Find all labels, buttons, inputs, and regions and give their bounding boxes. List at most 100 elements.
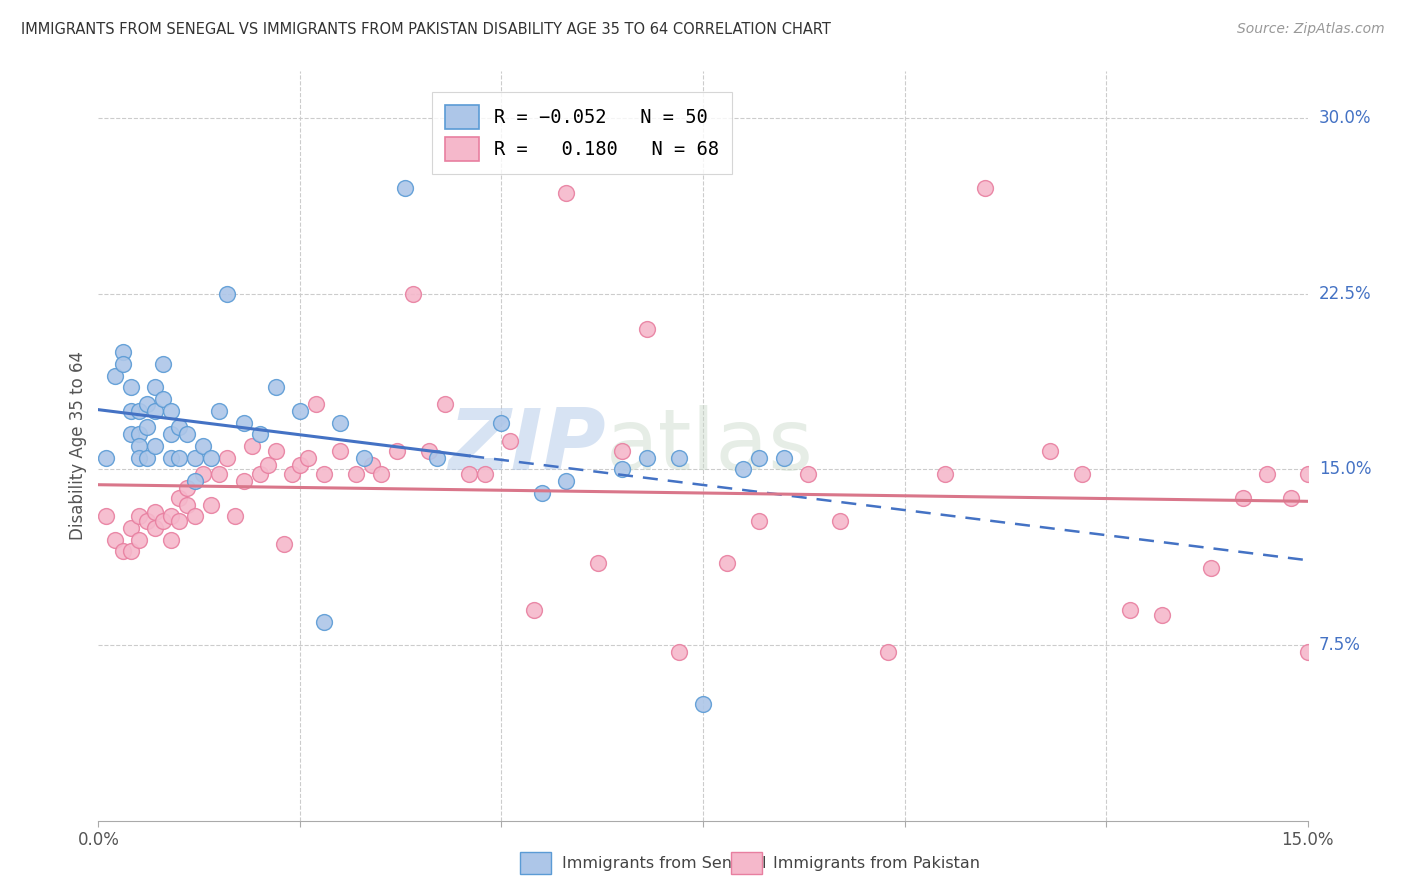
Point xyxy=(143,439,166,453)
Point xyxy=(555,186,578,200)
Point xyxy=(176,498,198,512)
Text: IMMIGRANTS FROM SENEGAL VS IMMIGRANTS FROM PAKISTAN DISABILITY AGE 35 TO 64 CORR: IMMIGRANTS FROM SENEGAL VS IMMIGRANTS FR… xyxy=(21,22,831,37)
Point xyxy=(1039,443,1062,458)
Point xyxy=(264,380,287,394)
Point xyxy=(668,450,690,465)
Point xyxy=(877,645,900,659)
Point xyxy=(96,450,118,465)
Point xyxy=(498,434,520,449)
Point xyxy=(1256,467,1278,482)
Point xyxy=(200,450,222,465)
Point xyxy=(555,474,578,488)
Point xyxy=(1296,467,1319,482)
Point xyxy=(612,462,634,476)
Point xyxy=(314,615,336,629)
Point xyxy=(716,556,738,570)
Point xyxy=(143,404,166,418)
Point xyxy=(353,450,375,465)
Point xyxy=(1281,491,1303,505)
Text: 30.0%: 30.0% xyxy=(1319,109,1371,128)
Point xyxy=(586,556,609,570)
Text: 15.0%: 15.0% xyxy=(1319,460,1371,478)
Point xyxy=(1296,645,1319,659)
Point xyxy=(828,514,851,528)
Text: 22.5%: 22.5% xyxy=(1319,285,1371,302)
Point xyxy=(748,514,770,528)
Point xyxy=(797,467,820,482)
Text: Source: ZipAtlas.com: Source: ZipAtlas.com xyxy=(1237,22,1385,37)
Point xyxy=(748,450,770,465)
Point xyxy=(232,416,254,430)
Point xyxy=(1119,603,1142,617)
Point xyxy=(523,603,546,617)
Point xyxy=(143,380,166,394)
Point xyxy=(143,521,166,535)
Point xyxy=(264,443,287,458)
Point xyxy=(329,443,352,458)
Point xyxy=(474,467,496,482)
Point xyxy=(120,427,142,442)
Point xyxy=(1152,607,1174,622)
Point xyxy=(314,467,336,482)
Point xyxy=(167,450,190,465)
Point xyxy=(120,380,142,394)
Point xyxy=(193,439,215,453)
Point xyxy=(120,521,142,535)
Point xyxy=(370,467,392,482)
Point xyxy=(208,404,231,418)
Legend: R = −0.052   N = 50, R =   0.180   N = 68: R = −0.052 N = 50, R = 0.180 N = 68 xyxy=(432,92,733,174)
Point xyxy=(160,509,183,524)
Y-axis label: Disability Age 35 to 64: Disability Age 35 to 64 xyxy=(69,351,87,541)
Point xyxy=(361,458,384,472)
Point xyxy=(772,450,794,465)
Point xyxy=(288,404,311,418)
Point xyxy=(135,420,157,434)
Point xyxy=(128,439,150,453)
Point xyxy=(111,357,134,371)
Point xyxy=(167,491,190,505)
Point xyxy=(128,427,150,442)
Point xyxy=(152,392,174,407)
Point xyxy=(240,439,263,453)
Point xyxy=(273,537,295,551)
Point xyxy=(329,416,352,430)
Point xyxy=(1232,491,1254,505)
Text: ZIP: ZIP xyxy=(449,404,606,488)
Point xyxy=(111,544,134,558)
Point xyxy=(184,474,207,488)
Point xyxy=(530,485,553,500)
Point xyxy=(120,544,142,558)
Text: Immigrants from Senegal: Immigrants from Senegal xyxy=(562,855,766,871)
Point xyxy=(636,322,658,336)
Point xyxy=(733,462,755,476)
Point xyxy=(160,404,183,418)
Point xyxy=(103,533,125,547)
Point xyxy=(176,427,198,442)
Point xyxy=(96,509,118,524)
Point xyxy=(103,368,125,383)
Point xyxy=(160,450,183,465)
Point xyxy=(120,404,142,418)
Point xyxy=(217,286,239,301)
Point xyxy=(418,443,440,458)
Point xyxy=(208,467,231,482)
Text: atlas: atlas xyxy=(606,404,814,488)
Point xyxy=(491,416,513,430)
Point xyxy=(249,427,271,442)
Point xyxy=(152,514,174,528)
Point xyxy=(167,514,190,528)
Point xyxy=(128,509,150,524)
Point xyxy=(402,286,425,301)
Point xyxy=(974,181,997,195)
Point xyxy=(385,443,408,458)
Point xyxy=(692,697,714,711)
Point xyxy=(934,467,956,482)
Point xyxy=(184,509,207,524)
Point xyxy=(128,404,150,418)
Point xyxy=(184,450,207,465)
Point xyxy=(434,397,457,411)
Point xyxy=(344,467,367,482)
Point xyxy=(193,467,215,482)
Text: Immigrants from Pakistan: Immigrants from Pakistan xyxy=(773,855,980,871)
Point xyxy=(160,533,183,547)
